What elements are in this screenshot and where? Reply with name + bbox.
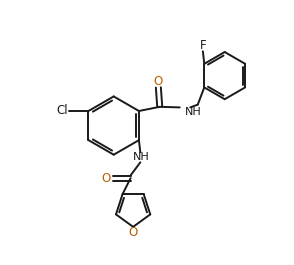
Text: O: O	[128, 227, 138, 240]
Text: O: O	[102, 172, 111, 185]
Text: NH: NH	[133, 152, 149, 162]
Text: O: O	[154, 75, 163, 88]
Text: F: F	[200, 39, 206, 52]
Text: NH: NH	[185, 107, 201, 117]
Text: Cl: Cl	[56, 104, 68, 117]
